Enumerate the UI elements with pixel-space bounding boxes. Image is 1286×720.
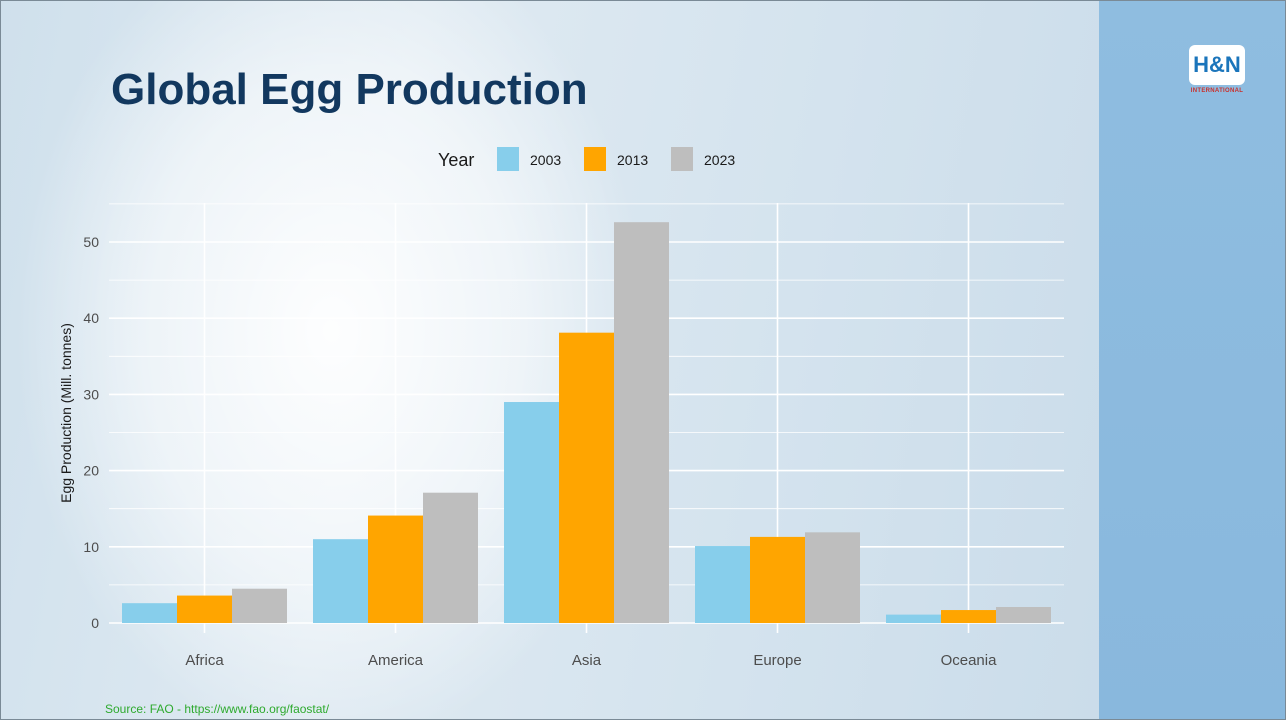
x-tick-label: Africa	[185, 652, 224, 669]
legend-swatch-2013	[584, 147, 606, 171]
chart-bars	[122, 222, 1051, 624]
y-tick-label: 0	[91, 615, 99, 631]
page-title: Global Egg Production	[111, 65, 588, 114]
y-tick-label: 30	[83, 386, 99, 402]
legend-label: 2023	[704, 152, 735, 168]
side-band	[1099, 1, 1285, 719]
y-tick-label: 20	[83, 463, 99, 479]
logo-mark	[1189, 45, 1245, 85]
legend-label: 2013	[617, 152, 648, 168]
bar-asia-2023	[614, 222, 669, 624]
bar-africa-2023	[232, 588, 287, 623]
bar-europe-2003	[695, 546, 750, 623]
legend-swatch-2023	[671, 147, 693, 171]
logo-text: H&N	[1193, 52, 1241, 77]
bar-asia-2013	[559, 332, 614, 623]
bar-oceania-2013	[941, 610, 996, 623]
y-tick-label: 40	[83, 310, 99, 326]
bar-asia-2003	[504, 402, 559, 623]
company-logo: H&N INTERNATIONAL	[1181, 45, 1253, 99]
y-axis-ticks: 0 10 20 30 40 50	[83, 234, 99, 631]
logo-subtext: INTERNATIONAL	[1190, 88, 1244, 94]
legend-label: 2003	[530, 152, 561, 168]
bar-africa-2003	[122, 603, 177, 623]
x-tick-label: Asia	[572, 652, 602, 669]
legend-swatch-2003	[497, 147, 519, 171]
bar-africa-2013	[177, 595, 232, 623]
y-tick-label: 10	[83, 539, 99, 555]
x-tick-label: Oceania	[941, 652, 998, 669]
bar-oceania-2003	[886, 614, 941, 623]
x-axis-ticks: Africa America Asia Europe Oceania	[185, 652, 997, 669]
chart-legend: Year 2003 2013 2023	[438, 147, 735, 171]
bar-america-2023	[423, 492, 478, 623]
y-axis-label: Egg Production (Mill. tonnes)	[58, 323, 74, 503]
bar-europe-2023	[805, 532, 860, 623]
bar-america-2003	[313, 539, 368, 623]
source-note: Source: FAO - https://www.fao.org/faosta…	[105, 702, 330, 716]
x-tick-label: America	[368, 652, 424, 669]
x-tick-label: Europe	[753, 652, 801, 669]
bar-europe-2013	[750, 536, 805, 623]
y-tick-label: 50	[83, 234, 99, 250]
legend-title: Year	[438, 150, 474, 170]
bar-america-2013	[368, 515, 423, 623]
bar-oceania-2023	[996, 606, 1051, 623]
